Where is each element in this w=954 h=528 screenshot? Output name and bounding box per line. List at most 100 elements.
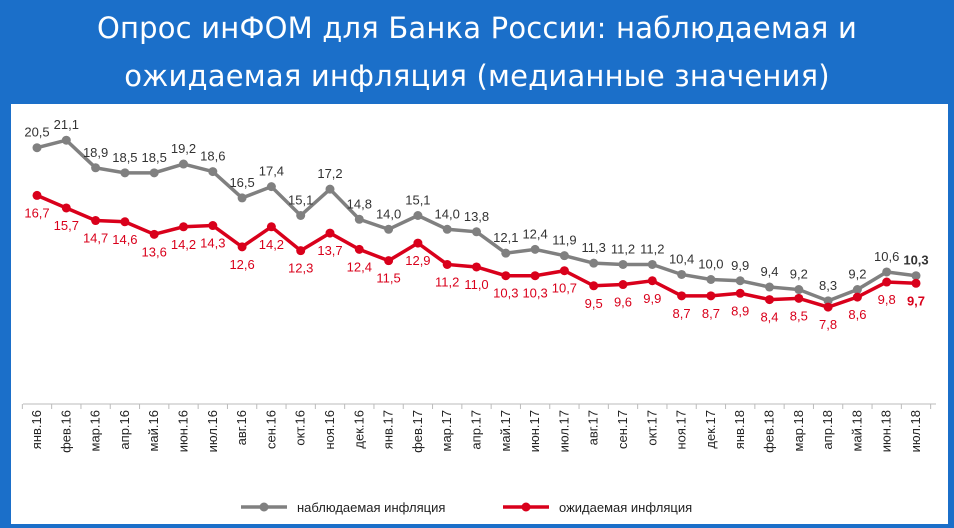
data-point-expected [706, 291, 716, 301]
data-point-expected [794, 293, 804, 303]
data-label-observed: 11,2 [640, 241, 664, 256]
x-tick-label: фев.18 [762, 410, 777, 453]
data-label-observed: 14,0 [376, 206, 401, 221]
data-point-observed [472, 227, 481, 237]
x-tick-label: май.18 [849, 410, 864, 452]
data-label-observed: 12,4 [522, 226, 547, 241]
data-point-expected [852, 292, 862, 302]
data-label-expected: 10,3 [522, 286, 547, 301]
data-label-observed: 16,5 [229, 175, 254, 190]
data-label-observed: 9,2 [848, 267, 866, 282]
data-point-observed [266, 182, 276, 192]
data-point-observed [149, 168, 159, 178]
x-tick-label: окт.16 [293, 410, 308, 446]
data-point-observed [647, 259, 657, 269]
data-label-observed: 11,9 [552, 233, 576, 248]
data-label-observed: 10,6 [874, 249, 899, 264]
data-label-expected: 8,7 [673, 306, 691, 321]
data-point-expected [413, 238, 423, 248]
data-label-observed: 13,8 [464, 209, 489, 224]
data-label-observed: 10,4 [669, 251, 694, 266]
x-tick-label: июл.17 [556, 410, 571, 452]
data-point-expected [530, 271, 540, 281]
data-point-observed [530, 244, 540, 254]
data-point-observed [384, 224, 394, 234]
x-tick-label: авг.17 [586, 410, 601, 445]
data-label-expected: 11,5 [376, 271, 400, 286]
legend-label-observed: наблюдаемая инфляция [297, 500, 445, 515]
data-point-observed [794, 285, 804, 295]
data-label-expected: 15,7 [54, 218, 79, 233]
data-point-expected [618, 280, 628, 290]
x-tick-label: май.16 [146, 410, 161, 452]
data-label-observed: 15,1 [288, 192, 313, 207]
data-label-observed: 9,2 [790, 267, 808, 282]
inflation-line-chart: янв.16 фев.16 мар.16 апр.16 май.16 июн.16 июл.… [21, 117, 936, 515]
data-point-observed [296, 210, 306, 220]
data-label-expected: 9,5 [585, 296, 603, 311]
data-point-observed [852, 285, 862, 295]
data-point-expected [647, 276, 657, 286]
x-tick-label: апр.16 [117, 410, 132, 450]
data-point-expected [472, 262, 481, 272]
data-point-observed [882, 267, 892, 277]
data-label-observed: 18,6 [200, 149, 225, 164]
data-point-expected [442, 259, 452, 269]
data-label-expected: 14,3 [200, 236, 225, 251]
data-label-expected: 13,6 [142, 244, 167, 259]
data-point-expected [501, 271, 511, 281]
data-point-observed [677, 269, 687, 279]
data-label-expected: 8,6 [848, 307, 866, 322]
data-point-observed [91, 163, 101, 173]
data-point-expected [179, 222, 188, 232]
data-point-observed [706, 275, 716, 284]
data-label-expected: 11,2 [435, 274, 459, 289]
data-label-observed: 20,5 [24, 125, 49, 140]
data-point-expected [735, 288, 745, 298]
x-tick-label: июн.17 [527, 410, 542, 452]
data-point-observed [823, 296, 833, 306]
x-tick-label: окт.17 [644, 410, 659, 446]
data-point-expected [823, 302, 833, 312]
data-label-expected: 13,7 [317, 243, 342, 258]
slide-title: Опрос инФОМ для Банка России: наблюдаема… [0, 0, 954, 104]
data-point-observed [32, 143, 42, 153]
data-point-observed [61, 135, 71, 145]
data-point-observed [413, 210, 423, 220]
data-point-observed [325, 184, 335, 194]
data-label-expected: 9,9 [643, 291, 661, 306]
data-label-expected: 9,6 [614, 295, 632, 310]
data-label-expected: 14,2 [171, 237, 196, 252]
x-tick-label: июл.16 [205, 410, 220, 452]
data-label-observed: 8,3 [819, 278, 837, 293]
x-tick-label: янв.17 [381, 410, 396, 449]
data-point-expected [266, 222, 276, 232]
data-point-expected [677, 291, 687, 301]
data-label-expected: 12,6 [229, 257, 254, 272]
data-point-expected [882, 277, 892, 287]
data-label-expected: 9,8 [878, 292, 896, 307]
x-tick-label: сен.17 [615, 410, 630, 449]
data-point-observed [208, 167, 218, 177]
x-tick-label: дек.17 [703, 410, 718, 449]
x-tick-label: фев.16 [58, 410, 73, 453]
data-point-expected [120, 217, 130, 227]
legend-swatch-marker [521, 502, 531, 512]
data-label-expected: 12,3 [288, 261, 313, 276]
x-tick-label: янв.16 [29, 410, 44, 449]
data-point-observed [442, 224, 452, 234]
data-label-expected: 9,7 [907, 293, 925, 308]
data-label-observed: 14,0 [435, 206, 460, 221]
x-tick-label: янв.18 [732, 410, 747, 449]
data-label-observed: 11,3 [582, 240, 606, 255]
data-label-observed: 14,8 [347, 196, 372, 211]
x-tick-label: мар.16 [88, 410, 103, 451]
data-label-observed: 18,5 [112, 150, 137, 165]
data-label-expected: 14,2 [259, 237, 284, 252]
x-tick-label: ноя.17 [674, 410, 689, 450]
data-label-expected: 16,7 [24, 205, 49, 220]
title-line-1: Опрос инФОМ для Банка России: наблюдаема… [96, 11, 858, 45]
data-point-expected [765, 295, 774, 305]
data-point-observed [911, 271, 921, 281]
